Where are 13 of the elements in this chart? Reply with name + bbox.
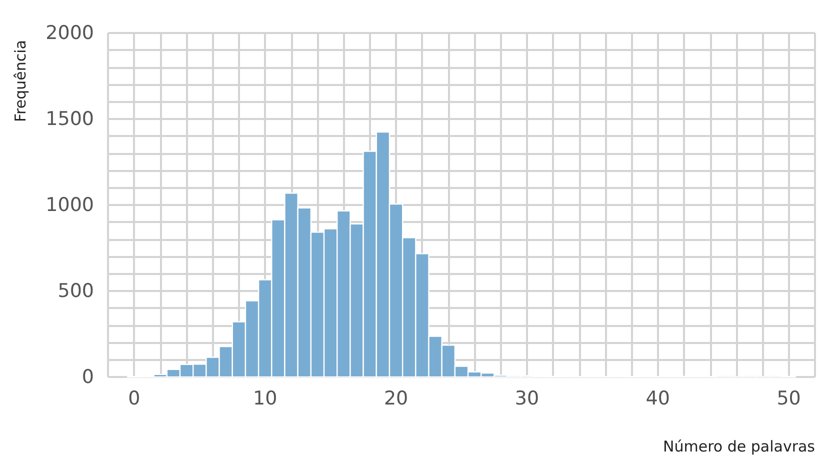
y-tick-label: 1500 <box>46 108 94 130</box>
y-tick-label: 500 <box>58 280 94 302</box>
x-tick-label: 50 <box>776 388 801 410</box>
x-tick-label: 40 <box>646 388 670 410</box>
x-tick-label: 20 <box>384 388 408 410</box>
x-tick-label: 0 <box>128 388 140 410</box>
x-tick-label: 30 <box>514 388 540 410</box>
y-tick-label: 2000 <box>46 22 94 44</box>
y-tick-label: 0 <box>82 366 94 388</box>
x-tick-label: 10 <box>253 388 278 410</box>
y-tick-label: 1000 <box>46 194 94 216</box>
y-axis-title: Frequência <box>12 40 30 122</box>
x-axis-title: Número de palavras <box>663 438 816 456</box>
